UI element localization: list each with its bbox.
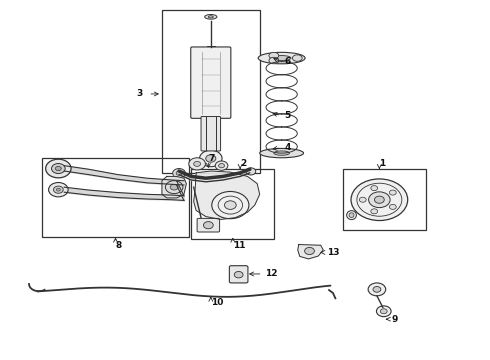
Circle shape bbox=[206, 155, 216, 162]
Ellipse shape bbox=[272, 55, 291, 60]
Bar bbox=[42, 158, 189, 237]
Text: 3: 3 bbox=[137, 89, 143, 98]
Text: 2: 2 bbox=[240, 159, 246, 168]
Text: 4: 4 bbox=[284, 143, 291, 152]
FancyBboxPatch shape bbox=[191, 47, 231, 118]
Polygon shape bbox=[298, 244, 323, 259]
Circle shape bbox=[390, 190, 396, 195]
Circle shape bbox=[194, 161, 200, 166]
Circle shape bbox=[170, 184, 178, 190]
Circle shape bbox=[359, 197, 366, 202]
Circle shape bbox=[234, 271, 243, 278]
Ellipse shape bbox=[349, 213, 354, 217]
Ellipse shape bbox=[258, 52, 305, 64]
Circle shape bbox=[219, 163, 224, 168]
Ellipse shape bbox=[205, 14, 217, 19]
Text: 9: 9 bbox=[392, 315, 398, 324]
Circle shape bbox=[49, 183, 68, 197]
Bar bbox=[162, 10, 260, 173]
Circle shape bbox=[368, 192, 390, 208]
Circle shape bbox=[374, 196, 384, 203]
Circle shape bbox=[165, 181, 183, 194]
Circle shape bbox=[351, 179, 408, 221]
Ellipse shape bbox=[269, 57, 279, 64]
Ellipse shape bbox=[269, 52, 279, 59]
Circle shape bbox=[215, 161, 228, 170]
Text: 1: 1 bbox=[379, 159, 386, 168]
FancyBboxPatch shape bbox=[197, 219, 220, 232]
Circle shape bbox=[373, 287, 381, 292]
Ellipse shape bbox=[293, 55, 302, 61]
Circle shape bbox=[305, 247, 315, 255]
Circle shape bbox=[390, 204, 396, 210]
Circle shape bbox=[55, 166, 61, 171]
Circle shape bbox=[380, 309, 387, 314]
Text: 13: 13 bbox=[327, 248, 340, 257]
Circle shape bbox=[368, 283, 386, 296]
Bar bbox=[191, 169, 274, 239]
Ellipse shape bbox=[274, 151, 290, 155]
Text: 12: 12 bbox=[265, 269, 277, 278]
Circle shape bbox=[51, 163, 65, 174]
Ellipse shape bbox=[208, 16, 213, 18]
Circle shape bbox=[56, 188, 60, 191]
FancyBboxPatch shape bbox=[201, 117, 220, 151]
Circle shape bbox=[224, 201, 236, 210]
Circle shape bbox=[46, 159, 71, 178]
Circle shape bbox=[53, 186, 63, 193]
Circle shape bbox=[172, 168, 185, 178]
Ellipse shape bbox=[260, 148, 303, 158]
FancyBboxPatch shape bbox=[229, 266, 248, 283]
Circle shape bbox=[189, 158, 205, 170]
Polygon shape bbox=[162, 176, 186, 198]
Circle shape bbox=[376, 306, 391, 317]
Circle shape bbox=[176, 171, 182, 175]
Text: 6: 6 bbox=[284, 57, 291, 66]
Text: 11: 11 bbox=[233, 241, 245, 250]
Circle shape bbox=[371, 209, 378, 214]
Circle shape bbox=[203, 222, 213, 229]
Text: 7: 7 bbox=[208, 154, 215, 163]
Text: 5: 5 bbox=[284, 111, 291, 120]
Ellipse shape bbox=[346, 211, 356, 220]
Circle shape bbox=[199, 150, 222, 167]
Polygon shape bbox=[194, 171, 260, 220]
Text: 8: 8 bbox=[116, 241, 122, 250]
Bar bbox=[343, 169, 426, 230]
Circle shape bbox=[212, 192, 249, 219]
Circle shape bbox=[246, 168, 256, 175]
Text: 10: 10 bbox=[211, 298, 223, 307]
Circle shape bbox=[371, 186, 378, 191]
